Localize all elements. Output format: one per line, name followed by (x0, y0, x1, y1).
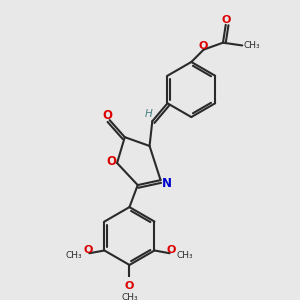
Text: CH₃: CH₃ (176, 251, 193, 260)
Text: CH₃: CH₃ (121, 293, 138, 300)
Text: O: O (222, 15, 231, 25)
Text: O: O (166, 245, 176, 255)
Text: O: O (102, 109, 112, 122)
Text: CH₃: CH₃ (66, 251, 83, 260)
Text: O: O (83, 245, 93, 255)
Text: CH₃: CH₃ (244, 41, 260, 50)
Text: O: O (199, 41, 208, 51)
Text: N: N (162, 177, 172, 190)
Text: O: O (125, 280, 134, 291)
Text: O: O (106, 155, 116, 168)
Text: H: H (144, 109, 152, 119)
